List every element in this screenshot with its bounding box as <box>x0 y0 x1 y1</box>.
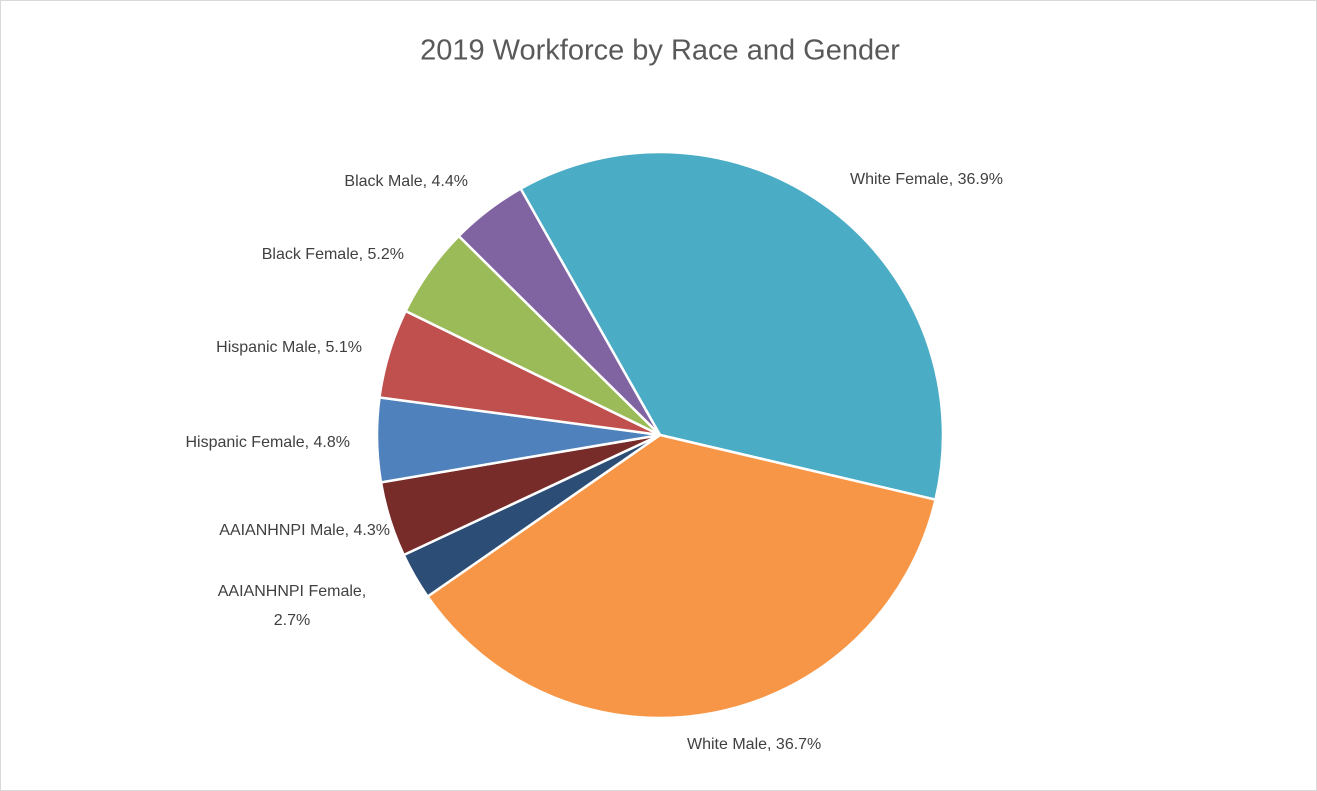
data-label: AAIANHNPI Male, 4.3% <box>219 522 390 539</box>
data-label-line: 2.7% <box>274 612 310 629</box>
data-label: White Male, 36.7% <box>687 736 821 753</box>
chart-title: 2019 Workforce by Race and Gender <box>420 35 900 67</box>
data-label: Black Female, 5.2% <box>262 246 404 263</box>
data-label: White Female, 36.9% <box>850 171 1003 188</box>
pie-slice <box>456 186 662 436</box>
data-label: AAIANHNPI Female, 2.7% <box>218 583 366 629</box>
data-label: Black Male, 4.4% <box>344 173 468 190</box>
pie-slice <box>425 433 938 720</box>
data-label-line: AAIANHNPI Female, <box>218 583 366 600</box>
pie-slice <box>518 150 945 502</box>
data-label: Hispanic Female, 4.8% <box>185 434 350 451</box>
data-label: Hispanic Male, 5.1% <box>216 339 362 356</box>
